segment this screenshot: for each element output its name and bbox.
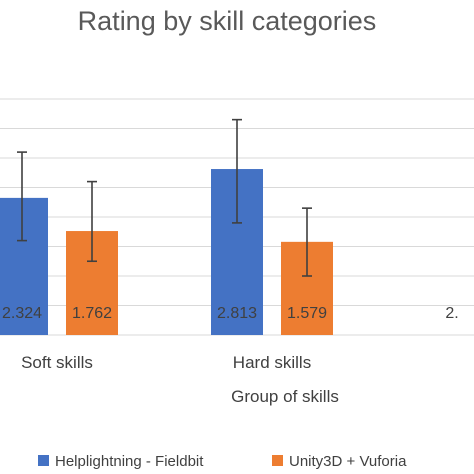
data-label: 2. [445, 305, 458, 322]
data-label: 2.813 [217, 305, 257, 322]
category-label: Hard skills [233, 353, 311, 372]
data-label: 1.579 [287, 305, 327, 322]
error-bars [17, 118, 312, 277]
value-labels: 2.324 2.813 2. 1.762 1.579 [2, 305, 459, 322]
legend: Helplightning - Fieldbit Unity3D + Vufori… [38, 453, 407, 470]
bars [0, 169, 333, 335]
category-label: Soft skills [21, 353, 93, 372]
data-label: 1.762 [72, 305, 112, 322]
legend-swatch [38, 455, 49, 466]
legend-label: Helplightning - Fieldbit [55, 453, 204, 470]
bar [0, 197, 48, 335]
chart-title: Rating by skill categories [78, 6, 377, 36]
legend-label: Unity3D + Vuforia [289, 453, 407, 470]
data-label: 2.324 [2, 305, 42, 322]
legend-swatch [272, 455, 283, 466]
x-axis-title: Group of skills [231, 387, 339, 406]
